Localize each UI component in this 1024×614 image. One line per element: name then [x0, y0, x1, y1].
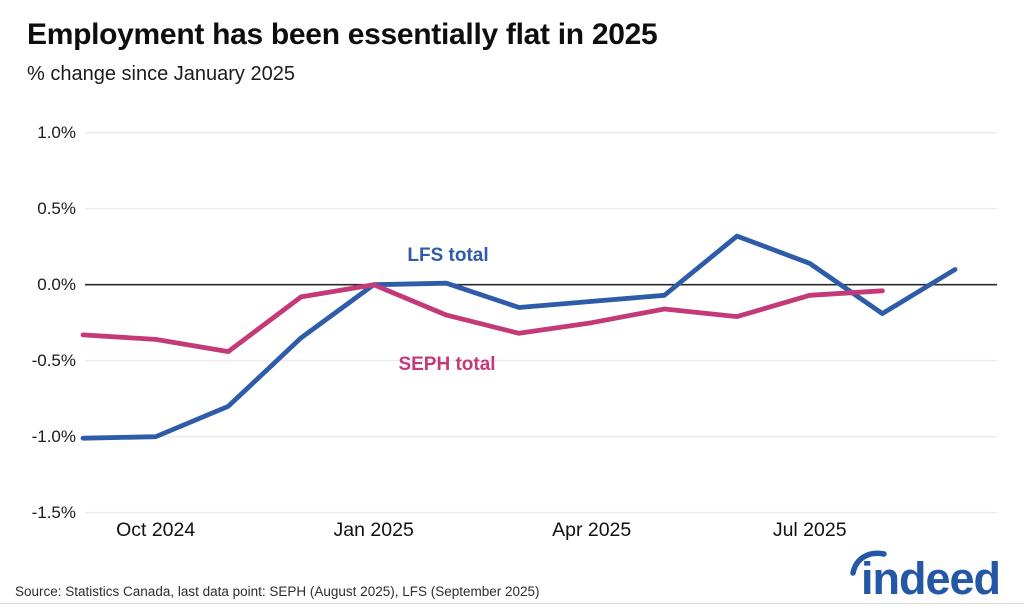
y-tick--1.5%: -1.5% — [31, 502, 76, 522]
chart-title: Employment has been essentially flat in … — [27, 18, 658, 51]
x-tick-jul-2025: Jul 2025 — [772, 519, 847, 541]
bottom-divider — [0, 603, 1024, 604]
y-tick-0.5%: 0.5% — [37, 198, 76, 218]
y-tick--0.5%: -0.5% — [31, 350, 76, 370]
indeed-swoosh-icon — [850, 550, 887, 576]
x-tick-apr-2025: Apr 2025 — [552, 519, 632, 541]
series-label-lfs-total: LFS total — [407, 245, 489, 266]
indeed-logo-text: indeed — [861, 553, 1000, 602]
chart-subtitle: % change since January 2025 — [27, 63, 295, 85]
y-tick--1.0%: -1.0% — [31, 426, 76, 446]
y-tick-1.0%: 1.0% — [37, 122, 76, 142]
x-tick-oct-2024: Oct 2024 — [116, 519, 196, 541]
y-tick-0.0%: 0.0% — [37, 274, 76, 294]
line-lfs-total — [80, 233, 958, 441]
series-label-seph-total: SEPH total — [398, 354, 496, 375]
indeed-logo: indeed — [850, 550, 1001, 602]
line-seph-total — [80, 282, 885, 355]
x-tick-jan-2025: Jan 2025 — [333, 519, 414, 541]
source-note: Source: Statistics Canada, last data poi… — [15, 584, 540, 599]
